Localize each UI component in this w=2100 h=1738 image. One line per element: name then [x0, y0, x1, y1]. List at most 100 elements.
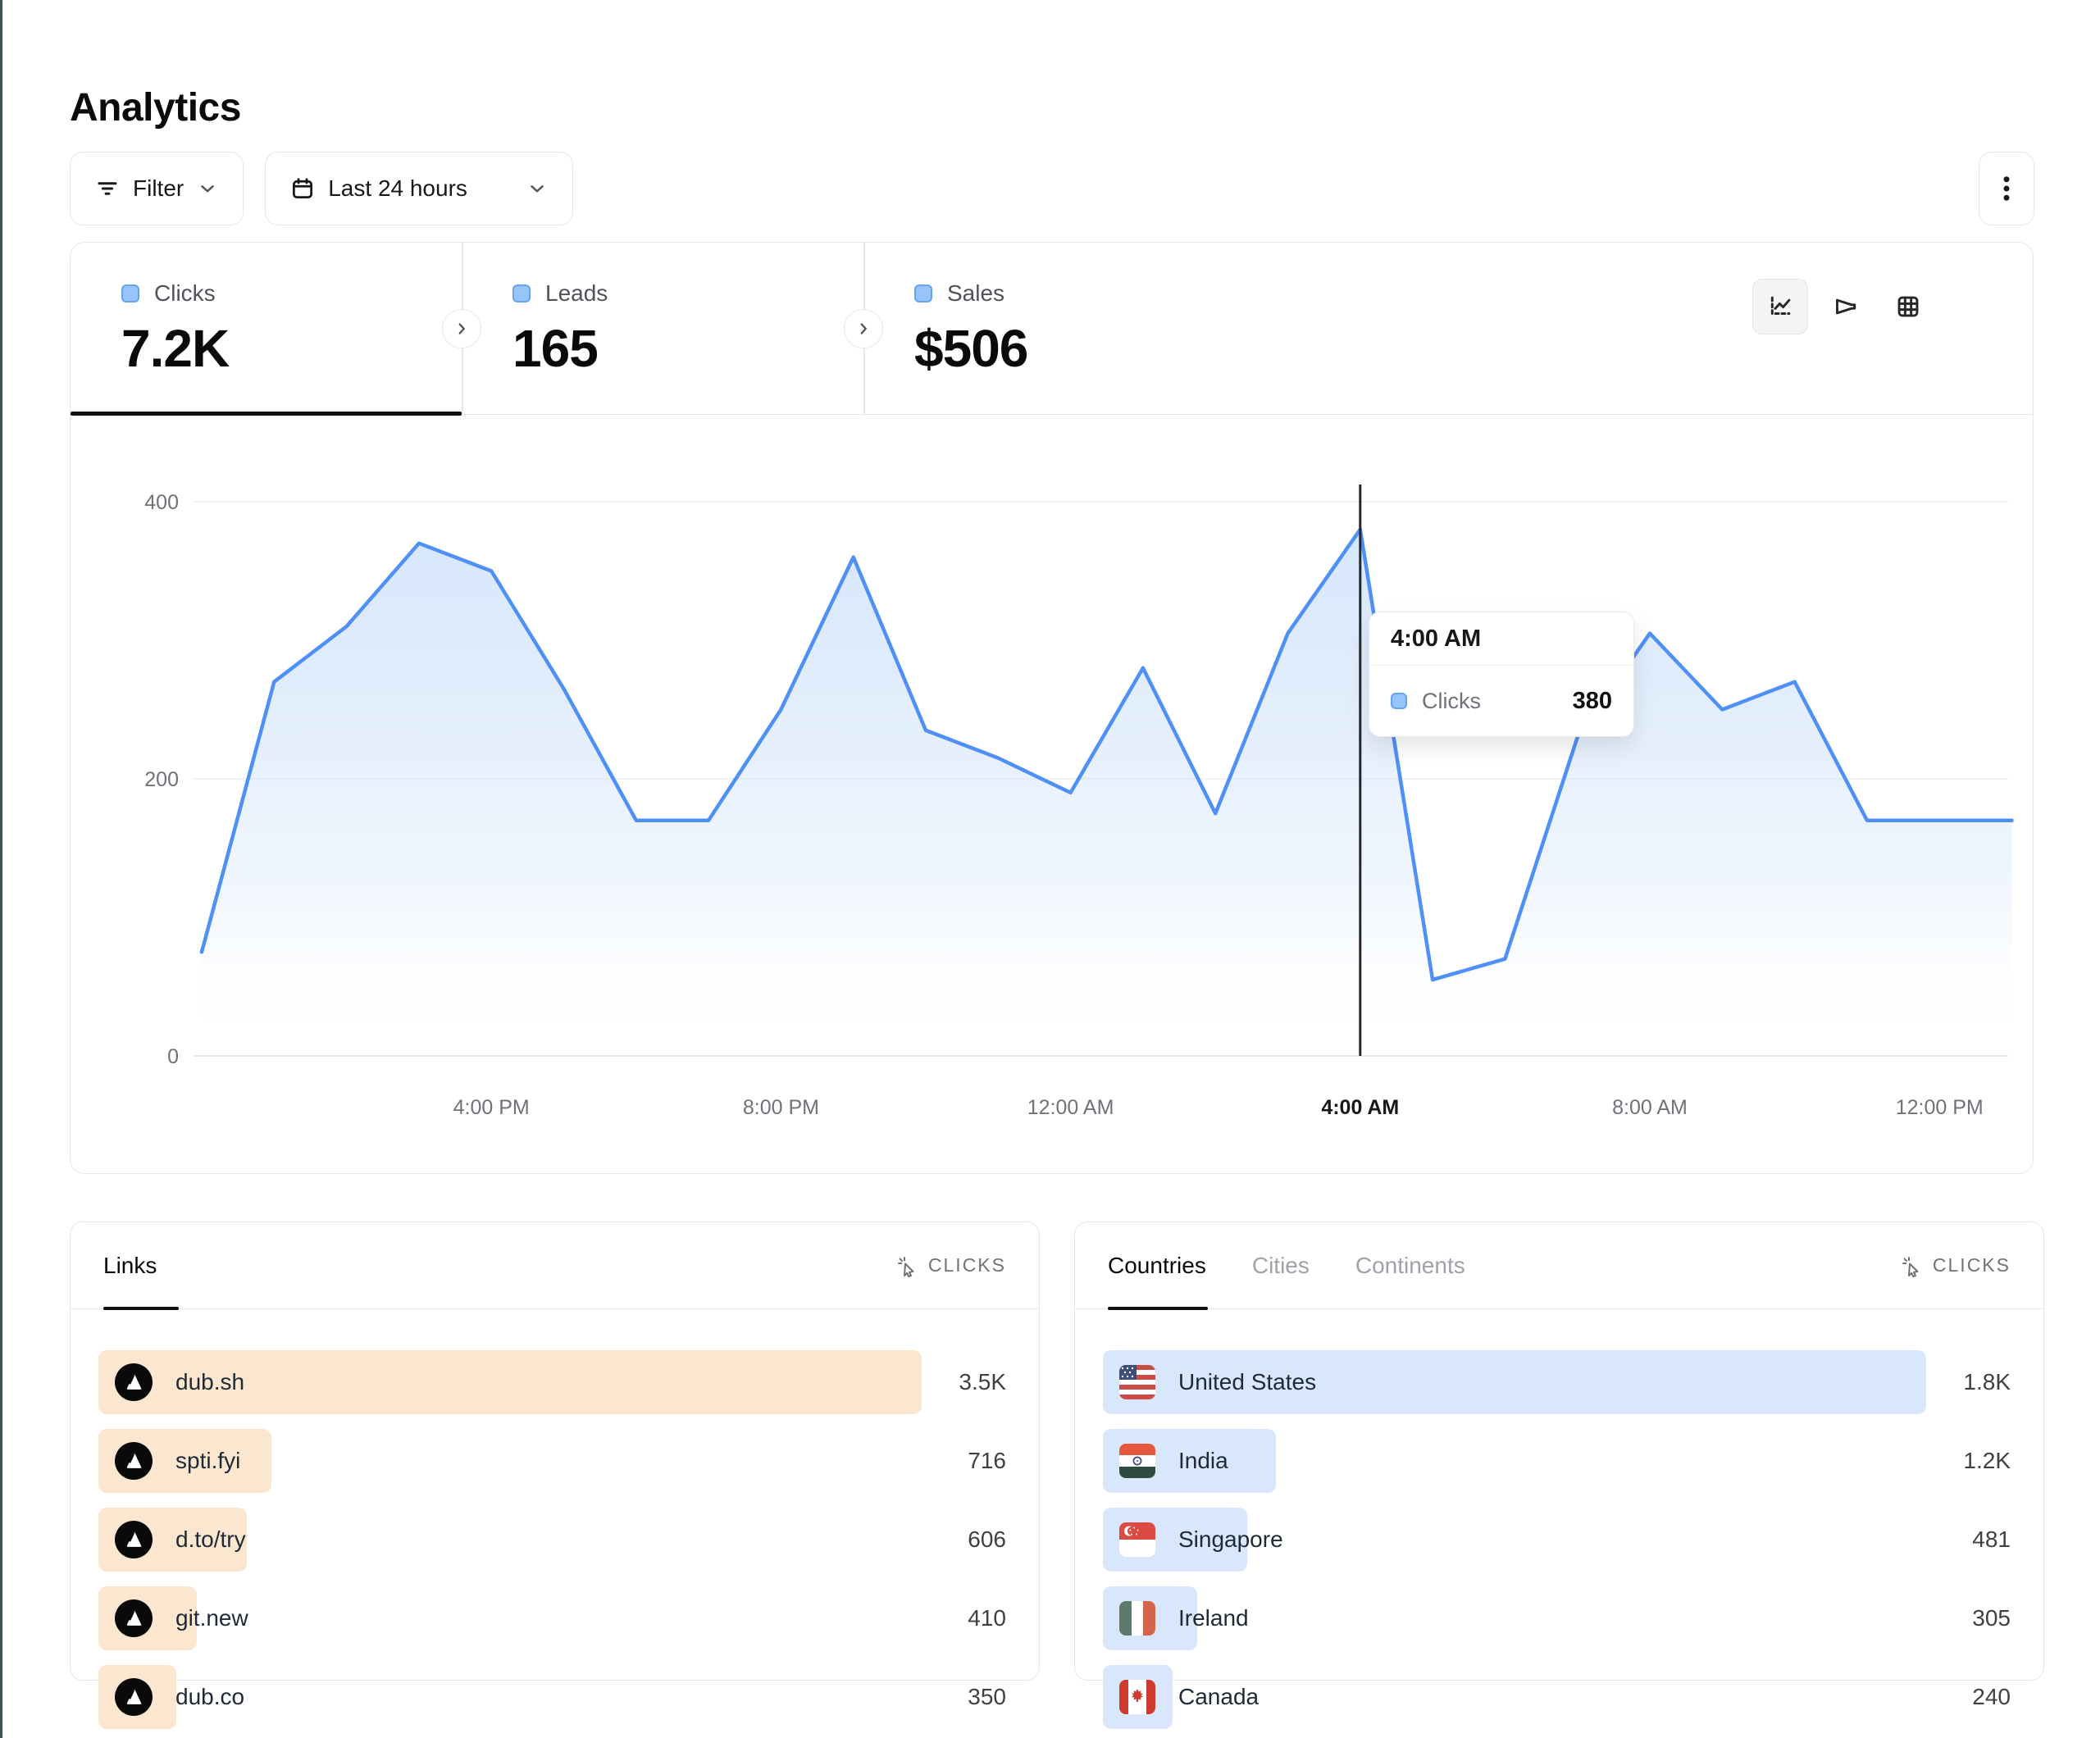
- tab-links[interactable]: Links: [103, 1252, 157, 1278]
- ie-flag-icon: [1119, 1601, 1155, 1636]
- row-content: United States 1.8K: [1103, 1365, 2011, 1399]
- row-label: United States: [1178, 1369, 1317, 1394]
- table-grid-icon[interactable]: [1880, 279, 1936, 334]
- row-label: Canada: [1178, 1684, 1260, 1709]
- page-title: Analytics: [70, 86, 241, 130]
- y-axis-tick: 200: [144, 768, 179, 791]
- y-axis-tick: 400: [144, 491, 179, 514]
- value-bar: [1103, 1350, 1926, 1414]
- metric-label: CLICKS: [927, 1254, 1006, 1276]
- table-row[interactable]: India 1.2K: [1103, 1429, 2011, 1493]
- row-content: Ireland 305: [1103, 1601, 2011, 1636]
- dub-logo-icon: [115, 1599, 153, 1637]
- tab-cities[interactable]: Cities: [1251, 1252, 1310, 1278]
- countries-panel-header: Countries Cities Continents CLICKS: [1075, 1222, 2043, 1310]
- row-value: 1.8K: [1963, 1369, 2011, 1394]
- dub-logo-icon: [115, 1363, 153, 1401]
- links-rows: dub.sh 3.5K spti.fyi 716 d.to/try 606 git.n…: [98, 1350, 1006, 1738]
- active-tab-indicator: [103, 1307, 179, 1310]
- active-tab-indicator: [1108, 1307, 1208, 1310]
- clicks-legend-icon: [121, 284, 139, 303]
- row-value: 305: [1972, 1605, 2011, 1631]
- click-cursor-icon: [1900, 1254, 1923, 1277]
- chevron-down-icon: [526, 178, 548, 199]
- window-edge: [0, 0, 2, 1738]
- row-label: git.new: [175, 1605, 248, 1631]
- dub-logo-icon: [115, 1442, 153, 1480]
- row-value: 1.2K: [1963, 1448, 2011, 1473]
- click-cursor-icon: [895, 1254, 918, 1277]
- row-label: spti.fyi: [175, 1448, 241, 1473]
- table-row[interactable]: spti.fyi 716: [98, 1429, 1006, 1493]
- table-row[interactable]: d.to/try 606: [98, 1508, 1006, 1572]
- tooltip-value: 380: [1572, 687, 1612, 714]
- filter-label: Filter: [133, 175, 184, 201]
- kebab-icon: [1994, 174, 2019, 203]
- row-content: d.to/try 606: [98, 1521, 1006, 1558]
- countries-metric[interactable]: CLICKS: [1900, 1254, 2011, 1277]
- tab-continents[interactable]: Continents: [1355, 1252, 1465, 1278]
- filter-button[interactable]: Filter: [70, 152, 244, 225]
- sg-flag-icon: [1119, 1522, 1155, 1557]
- expand-leads-button[interactable]: [442, 309, 481, 348]
- table-row[interactable]: dub.sh 3.5K: [98, 1350, 1006, 1414]
- row-content: Canada 240: [1103, 1680, 2011, 1714]
- table-row[interactable]: Ireland 305: [1103, 1586, 2011, 1650]
- expand-sales-button[interactable]: [844, 309, 883, 348]
- row-value: 716: [968, 1448, 1006, 1473]
- clicks-line: [199, 527, 2014, 982]
- tab-leads[interactable]: Leads 165: [462, 243, 863, 414]
- chevron-down-icon: [197, 178, 218, 199]
- clicks-area-chart[interactable]: 0 200 400 4:00 PM 8:00 PM 12:00 AM 4:00 AM 8:00…: [71, 414, 2030, 1172]
- stats-header: Clicks 7.2K Leads 165 Sales $506: [71, 243, 2033, 416]
- row-content: dub.sh 3.5K: [98, 1363, 1006, 1401]
- us-flag-icon: [1119, 1365, 1155, 1399]
- tab-clicks[interactable]: Clicks 7.2K: [71, 243, 462, 416]
- tab-sales[interactable]: Sales $506: [863, 243, 1265, 414]
- stat-value: 165: [512, 319, 599, 378]
- y-axis-tick: 0: [167, 1045, 179, 1068]
- more-options-button[interactable]: [1979, 152, 2034, 225]
- calendar-icon: [290, 176, 315, 201]
- links-metric[interactable]: CLICKS: [895, 1254, 1006, 1277]
- table-row[interactable]: git.new 410: [98, 1586, 1006, 1650]
- table-row[interactable]: Singapore 481: [1103, 1508, 2011, 1572]
- chart-tooltip: 4:00 AM Clicks 380: [1369, 612, 1634, 737]
- table-row[interactable]: dub.co 350: [98, 1665, 1006, 1729]
- row-value: 410: [968, 1605, 1006, 1631]
- in-flag-icon: [1119, 1444, 1155, 1478]
- dub-logo-icon: [115, 1521, 153, 1558]
- analytics-card: Clicks 7.2K Leads 165 Sales $506: [70, 242, 2034, 1174]
- countries-panel: Countries Cities Continents CLICKS: [1074, 1222, 2044, 1729]
- links-panel-header: Links CLICKS: [71, 1222, 1039, 1310]
- x-axis-tick: 4:00 AM: [1321, 1096, 1399, 1119]
- ca-flag-icon: [1119, 1680, 1155, 1714]
- stat-value: $506: [914, 319, 1028, 378]
- row-value: 606: [968, 1526, 1006, 1552]
- x-axis-tick: 8:00 PM: [743, 1096, 819, 1119]
- row-value: 3.5K: [959, 1369, 1006, 1394]
- stat-label: Clicks: [154, 280, 216, 306]
- row-content: git.new 410: [98, 1599, 1006, 1637]
- tab-countries[interactable]: Countries: [1108, 1252, 1206, 1278]
- links-panel: Links CLICKS dub.sh 3.5K spti.fyi 716 d.to…: [70, 1222, 1040, 1729]
- metric-label: CLICKS: [1932, 1254, 2011, 1276]
- funnel-chart-icon[interactable]: [1816, 279, 1872, 334]
- tooltip-time: 4:00 AM: [1369, 612, 1633, 666]
- row-label: dub.co: [175, 1684, 245, 1709]
- chart-type-toggle: [1752, 279, 1936, 334]
- toolbar: Filter Last 24 hours: [70, 152, 573, 225]
- row-label: India: [1178, 1448, 1228, 1473]
- line-chart-icon[interactable]: [1752, 279, 1808, 334]
- x-axis-tick: 8:00 AM: [1612, 1096, 1688, 1119]
- date-range-button[interactable]: Last 24 hours: [265, 152, 573, 225]
- row-value: 481: [1972, 1526, 2011, 1552]
- row-content: India 1.2K: [1103, 1444, 2011, 1478]
- row-content: dub.co 350: [98, 1678, 1006, 1716]
- table-row[interactable]: United States 1.8K: [1103, 1350, 2011, 1414]
- row-value: 240: [1972, 1684, 2011, 1709]
- table-row[interactable]: Canada 240: [1103, 1665, 2011, 1729]
- countries-rows: United States 1.8K India 1.2K Singapore 481…: [1103, 1350, 2011, 1738]
- date-range-label: Last 24 hours: [328, 175, 467, 201]
